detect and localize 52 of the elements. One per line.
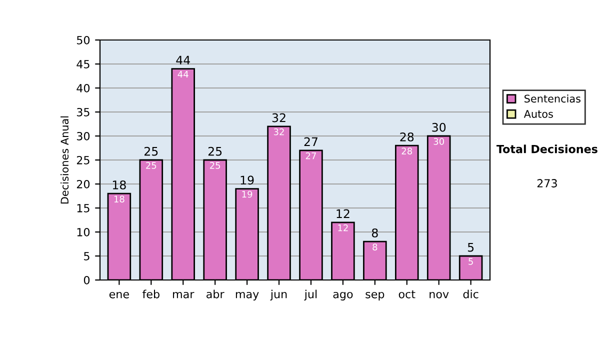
total-label: 5 bbox=[468, 243, 474, 252]
legend-label: Sentencias bbox=[524, 94, 580, 103]
data-label: 44 bbox=[178, 70, 188, 78]
data-label: 27 bbox=[306, 152, 316, 160]
x-tick-label: sep bbox=[366, 292, 384, 300]
y-tick-label: 15 bbox=[77, 204, 90, 212]
data-label: 12 bbox=[338, 224, 348, 232]
total-label: 32 bbox=[272, 113, 286, 122]
x-tick-label: abr bbox=[206, 290, 224, 298]
data-label: 5 bbox=[468, 258, 473, 265]
total-label: 12 bbox=[336, 209, 350, 218]
total-label: 30 bbox=[432, 122, 446, 132]
data-label: 8 bbox=[372, 244, 378, 250]
data-label: 18 bbox=[114, 196, 124, 202]
x-tick-label: feb bbox=[142, 290, 160, 298]
total-label: 44 bbox=[176, 56, 190, 64]
text: 273 bbox=[537, 179, 557, 188]
y-tick-label: 20 bbox=[76, 180, 90, 188]
total-label: 8 bbox=[372, 228, 378, 238]
text: Total Decisiones bbox=[496, 144, 598, 154]
x-tick-label: mar bbox=[173, 292, 194, 298]
total-label: 19 bbox=[240, 176, 254, 185]
total-label: 18 bbox=[112, 180, 126, 190]
x-tick-label: ene bbox=[109, 292, 129, 298]
y-tick-label: 25 bbox=[76, 156, 90, 164]
data-label: 19 bbox=[242, 190, 252, 198]
legend-label: Autos bbox=[524, 110, 553, 118]
x-tick-label: jun bbox=[270, 290, 287, 300]
y-tick-label: 10 bbox=[77, 228, 90, 236]
x-tick-label: jul bbox=[304, 290, 317, 300]
x-tick-label: may bbox=[236, 292, 259, 300]
y-tick-label: 45 bbox=[76, 60, 90, 68]
data-label: 32 bbox=[274, 128, 284, 136]
x-tick-label: dic bbox=[463, 290, 478, 298]
x-tick-label: nov bbox=[430, 292, 449, 298]
x-tick-label: oct bbox=[398, 290, 416, 298]
data-label: 30 bbox=[434, 138, 444, 145]
data-label: 25 bbox=[210, 162, 220, 169]
y-tick-label: 30 bbox=[76, 132, 90, 140]
x-tick-label: ago bbox=[333, 292, 353, 300]
data-label: 25 bbox=[146, 162, 156, 169]
y-tick-label: 5 bbox=[84, 252, 90, 260]
y-axis-title: Decisiones Anual bbox=[60, 116, 69, 204]
data-label: 28 bbox=[402, 148, 412, 154]
y-tick-label: 40 bbox=[76, 84, 90, 92]
total-label: 28 bbox=[400, 132, 414, 142]
y-tick-label: 0 bbox=[84, 276, 90, 284]
total-label: 27 bbox=[304, 137, 318, 146]
y-tick-label: 35 bbox=[76, 108, 90, 116]
y-tick-label: 50 bbox=[76, 36, 90, 44]
total-label: 25 bbox=[144, 146, 158, 156]
total-label: 25 bbox=[208, 146, 222, 156]
